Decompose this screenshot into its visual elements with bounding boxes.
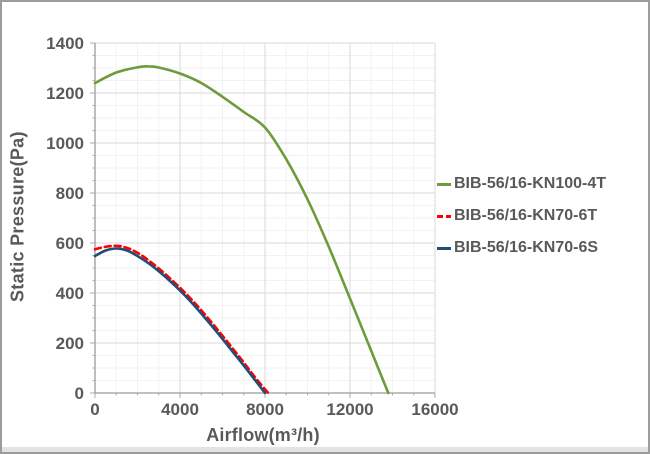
x-tick-label: 0 [90, 400, 99, 419]
x-tick-label: 12000 [326, 400, 373, 419]
y-tick-label: 800 [56, 184, 84, 203]
window-edge [2, 447, 648, 452]
legend-label: BIB-56/16-KN70-6T [454, 207, 598, 224]
x-tick-label: 16000 [411, 400, 458, 419]
x-tick-label: 4000 [161, 400, 199, 419]
y-tick-label: 400 [56, 284, 84, 303]
legend-item: BIB-56/16-KN100-4T [437, 172, 648, 196]
legend-label: BIB-56/16-KN70-6S [454, 239, 599, 256]
y-tick-label: 0 [75, 384, 84, 403]
legend-label: BIB-56/16-KN100-4T [454, 175, 607, 192]
y-tick-label: 1400 [46, 34, 84, 53]
y-tick-label: 1000 [46, 134, 84, 153]
series-curve-BIB-56/16-KN100-4T [93, 64, 390, 395]
line-marker-icon [437, 182, 451, 186]
x-axis-title: Airflow(m³/h) [206, 425, 320, 445]
legend: BIB-56/16-KN100-4T BIB-56/16-KN70-6T BIB… [437, 172, 648, 260]
y-tick-label: 600 [56, 234, 84, 253]
legend-item: BIB-56/16-KN70-6T [437, 204, 648, 228]
y-tick-label: 1200 [46, 84, 84, 103]
series-curve-BIB-56/16-KN70-6S [93, 247, 267, 395]
line-marker-icon [437, 246, 451, 250]
dashed-line-marker-icon [437, 214, 451, 218]
x-tick-label: 8000 [246, 400, 284, 419]
series-curve-BIB-56/16-KN70-6T [93, 244, 270, 395]
y-tick-label: 200 [56, 334, 84, 353]
y-axis-title: Static Pressure(Pa) [7, 131, 28, 303]
legend-item: BIB-56/16-KN70-6S [437, 236, 648, 260]
